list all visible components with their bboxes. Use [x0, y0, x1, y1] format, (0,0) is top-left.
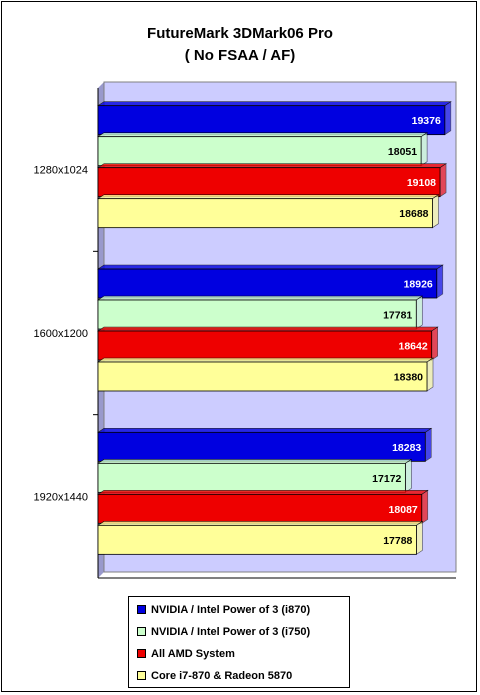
bar-side-3-0 [432, 194, 439, 229]
legend-swatch-1 [137, 626, 146, 636]
bar-side-0-0 [444, 101, 452, 136]
data-label-1-2: 17172 [372, 473, 401, 485]
bar-top-1-1 [97, 295, 424, 301]
bar-3-2 [97, 524, 417, 555]
legend: NVIDIA / Intel Power of 3 (i870) NVIDIA … [128, 596, 350, 688]
legend-item-1: NVIDIA / Intel Power of 3 (i750) [137, 626, 310, 638]
category-label-2: 1920x1440 [34, 491, 88, 503]
data-label-2-1: 18642 [398, 341, 427, 353]
bar-top-2-0 [97, 163, 448, 168]
bar-side-3-2 [416, 520, 423, 555]
bar-top-1-2 [97, 459, 413, 464]
legend-label-1: NVIDIA / Intel Power of 3 (i750) [151, 626, 311, 638]
data-label-1-0: 18051 [388, 146, 417, 158]
bar-side-1-1 [415, 295, 423, 330]
data-label-0-0: 19376 [412, 115, 441, 127]
bar-side-3-1 [426, 357, 434, 392]
bar-1-1 [97, 299, 417, 330]
bar-2-0 [97, 167, 441, 198]
bar-3-1 [97, 361, 428, 392]
bar-0-0 [97, 105, 446, 136]
legend-swatch-0 [137, 604, 146, 614]
bar-3-0 [97, 198, 433, 229]
bar-top-2-2 [97, 490, 429, 495]
legend-item-0: NVIDIA / Intel Power of 3 (i870) [137, 604, 310, 616]
bar-0-1 [97, 268, 438, 299]
bar-side-2-0 [439, 163, 447, 198]
bar-side-1-2 [405, 458, 412, 493]
category-label-0: 1280x1024 [34, 165, 88, 177]
bar-top-3-0 [97, 194, 440, 199]
legend-item-3: Core i7-870 & Radeon 5870 [137, 670, 292, 682]
bar-1-2 [97, 462, 406, 493]
bar-2-1 [97, 330, 433, 361]
category-label-1: 1600x1200 [34, 328, 88, 340]
bar-side-0-2 [424, 427, 432, 462]
bar-side-1-0 [420, 132, 428, 167]
bar-2-2 [97, 493, 423, 524]
data-label-3-0: 18688 [399, 208, 428, 220]
legend-swatch-2 [137, 648, 146, 658]
bar-side-2-2 [421, 489, 429, 524]
bar-side-2-1 [431, 326, 438, 361]
legend-label-2: All AMD System [151, 648, 235, 660]
bar-top-1-0 [97, 132, 429, 137]
bar-1-0 [97, 136, 422, 167]
data-label-2-0: 19108 [407, 177, 436, 189]
data-label-3-2: 17788 [383, 535, 412, 547]
legend-swatch-3 [137, 670, 146, 680]
chart-title: FutureMark 3DMark06 Pro [147, 25, 333, 42]
legend-label-3: Core i7-870 & Radeon 5870 [151, 670, 293, 682]
bar-0-2 [97, 431, 426, 462]
bar-top-0-0 [97, 101, 452, 106]
bar-top-2-1 [97, 326, 439, 332]
chart-subtitle: ( No FSAA / AF) [184, 47, 296, 64]
bar-top-0-1 [97, 264, 444, 270]
bar-top-3-2 [97, 521, 424, 526]
bar-top-0-2 [97, 428, 433, 433]
data-label-0-1: 18926 [404, 279, 433, 291]
data-label-1-1: 17781 [383, 310, 412, 322]
data-label-0-2: 18283 [392, 442, 421, 454]
legend-item-2: All AMD System [137, 648, 235, 660]
data-label-2-2: 18087 [389, 504, 418, 516]
bar-side-0-1 [436, 264, 444, 299]
legend-label-0: NVIDIA / Intel Power of 3 (i870) [151, 604, 311, 616]
data-label-3-1: 18380 [394, 372, 423, 384]
bar-top-3-1 [97, 357, 434, 363]
